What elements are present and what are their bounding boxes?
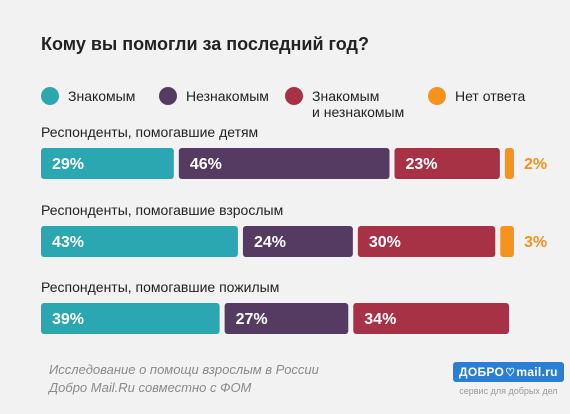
- source-note: Исследование о помощи взрослым в России …: [49, 361, 319, 397]
- bar-value-label-1-3: 3%: [524, 234, 547, 251]
- legend: Знакомым Незнакомым Знакомым и незнакомы…: [0, 0, 570, 120]
- bar-value-label-2-1: 27%: [236, 311, 268, 328]
- group-label-1: Респонденты, помогавшие взрослым: [41, 202, 283, 218]
- legend-swatch-no-answer: [428, 87, 446, 105]
- bar-segment-1-0: [41, 226, 238, 257]
- brand-tagline: сервис для добрых дел: [459, 386, 558, 396]
- bar-segment-0-0: [41, 148, 174, 179]
- legend-label-both: Знакомым и незнакомым: [312, 88, 405, 120]
- bar-value-label-2-0: 39%: [52, 311, 84, 328]
- bar-segment-1-3: [500, 226, 514, 257]
- brand-logo[interactable]: ДОБРО ♡ mail.ru сервис для добрых дел: [453, 362, 564, 396]
- legend-label-acquaintances: Знакомым: [68, 88, 136, 104]
- source-line-1: Исследование о помощи взрослым в России: [49, 362, 319, 377]
- legend-label-no-answer: Нет ответа: [455, 88, 526, 104]
- bar-value-label-1-1: 24%: [254, 234, 286, 251]
- bar-segment-2-2: [353, 303, 509, 334]
- source-line-2: Добро Mail.Ru совместно с ФОМ: [49, 380, 252, 395]
- legend-item-strangers: Незнакомым: [159, 87, 269, 105]
- legend-item-no-answer: Нет ответа: [428, 87, 525, 105]
- brand-right-text: mail.ru: [516, 365, 558, 379]
- bar-value-label-0-0: 29%: [52, 156, 84, 173]
- bar-value-label-0-3: 2%: [524, 156, 547, 173]
- legend-item-both: Знакомым и незнакомым: [285, 87, 422, 120]
- brand-badge: ДОБРО ♡ mail.ru: [453, 362, 564, 382]
- legend-label-strangers: Незнакомым: [186, 88, 269, 104]
- bar-value-label-1-2: 30%: [369, 234, 401, 251]
- chart-title: Кому вы помогли за последний год?: [41, 34, 369, 54]
- legend-swatch-both: [285, 87, 303, 105]
- bar-segment-0-1: [178, 148, 390, 179]
- group-label-0: Респонденты, помогавшие детям: [41, 124, 258, 140]
- bar-segment-0-2: [394, 148, 500, 179]
- bar-segment-2-1: [224, 303, 349, 334]
- bar-segment-1-2: [357, 226, 496, 257]
- legend-item-acquaintances: Знакомым: [41, 87, 135, 105]
- legend-swatch-strangers: [159, 87, 177, 105]
- bar-value-label-0-1: 46%: [190, 156, 222, 173]
- bar-segment-0-3: [504, 148, 514, 179]
- stacked-bar-chart: Респонденты, помогавшие детям 29% 46% 23% 2%…: [41, 124, 547, 334]
- bar-value-label-0-2: 23%: [406, 156, 438, 173]
- bar-value-label-1-0: 43%: [52, 234, 84, 251]
- bar-segment-2-0: [41, 303, 220, 334]
- heart-icon: ♡: [505, 366, 516, 379]
- bar-segment-1-1: [242, 226, 353, 257]
- bar-value-label-2-2: 34%: [364, 311, 396, 328]
- group-label-2: Респонденты, помогавшие пожилым: [41, 279, 279, 295]
- legend-swatch-acquaintances: [41, 87, 59, 105]
- brand-left-text: ДОБРО: [459, 365, 505, 379]
